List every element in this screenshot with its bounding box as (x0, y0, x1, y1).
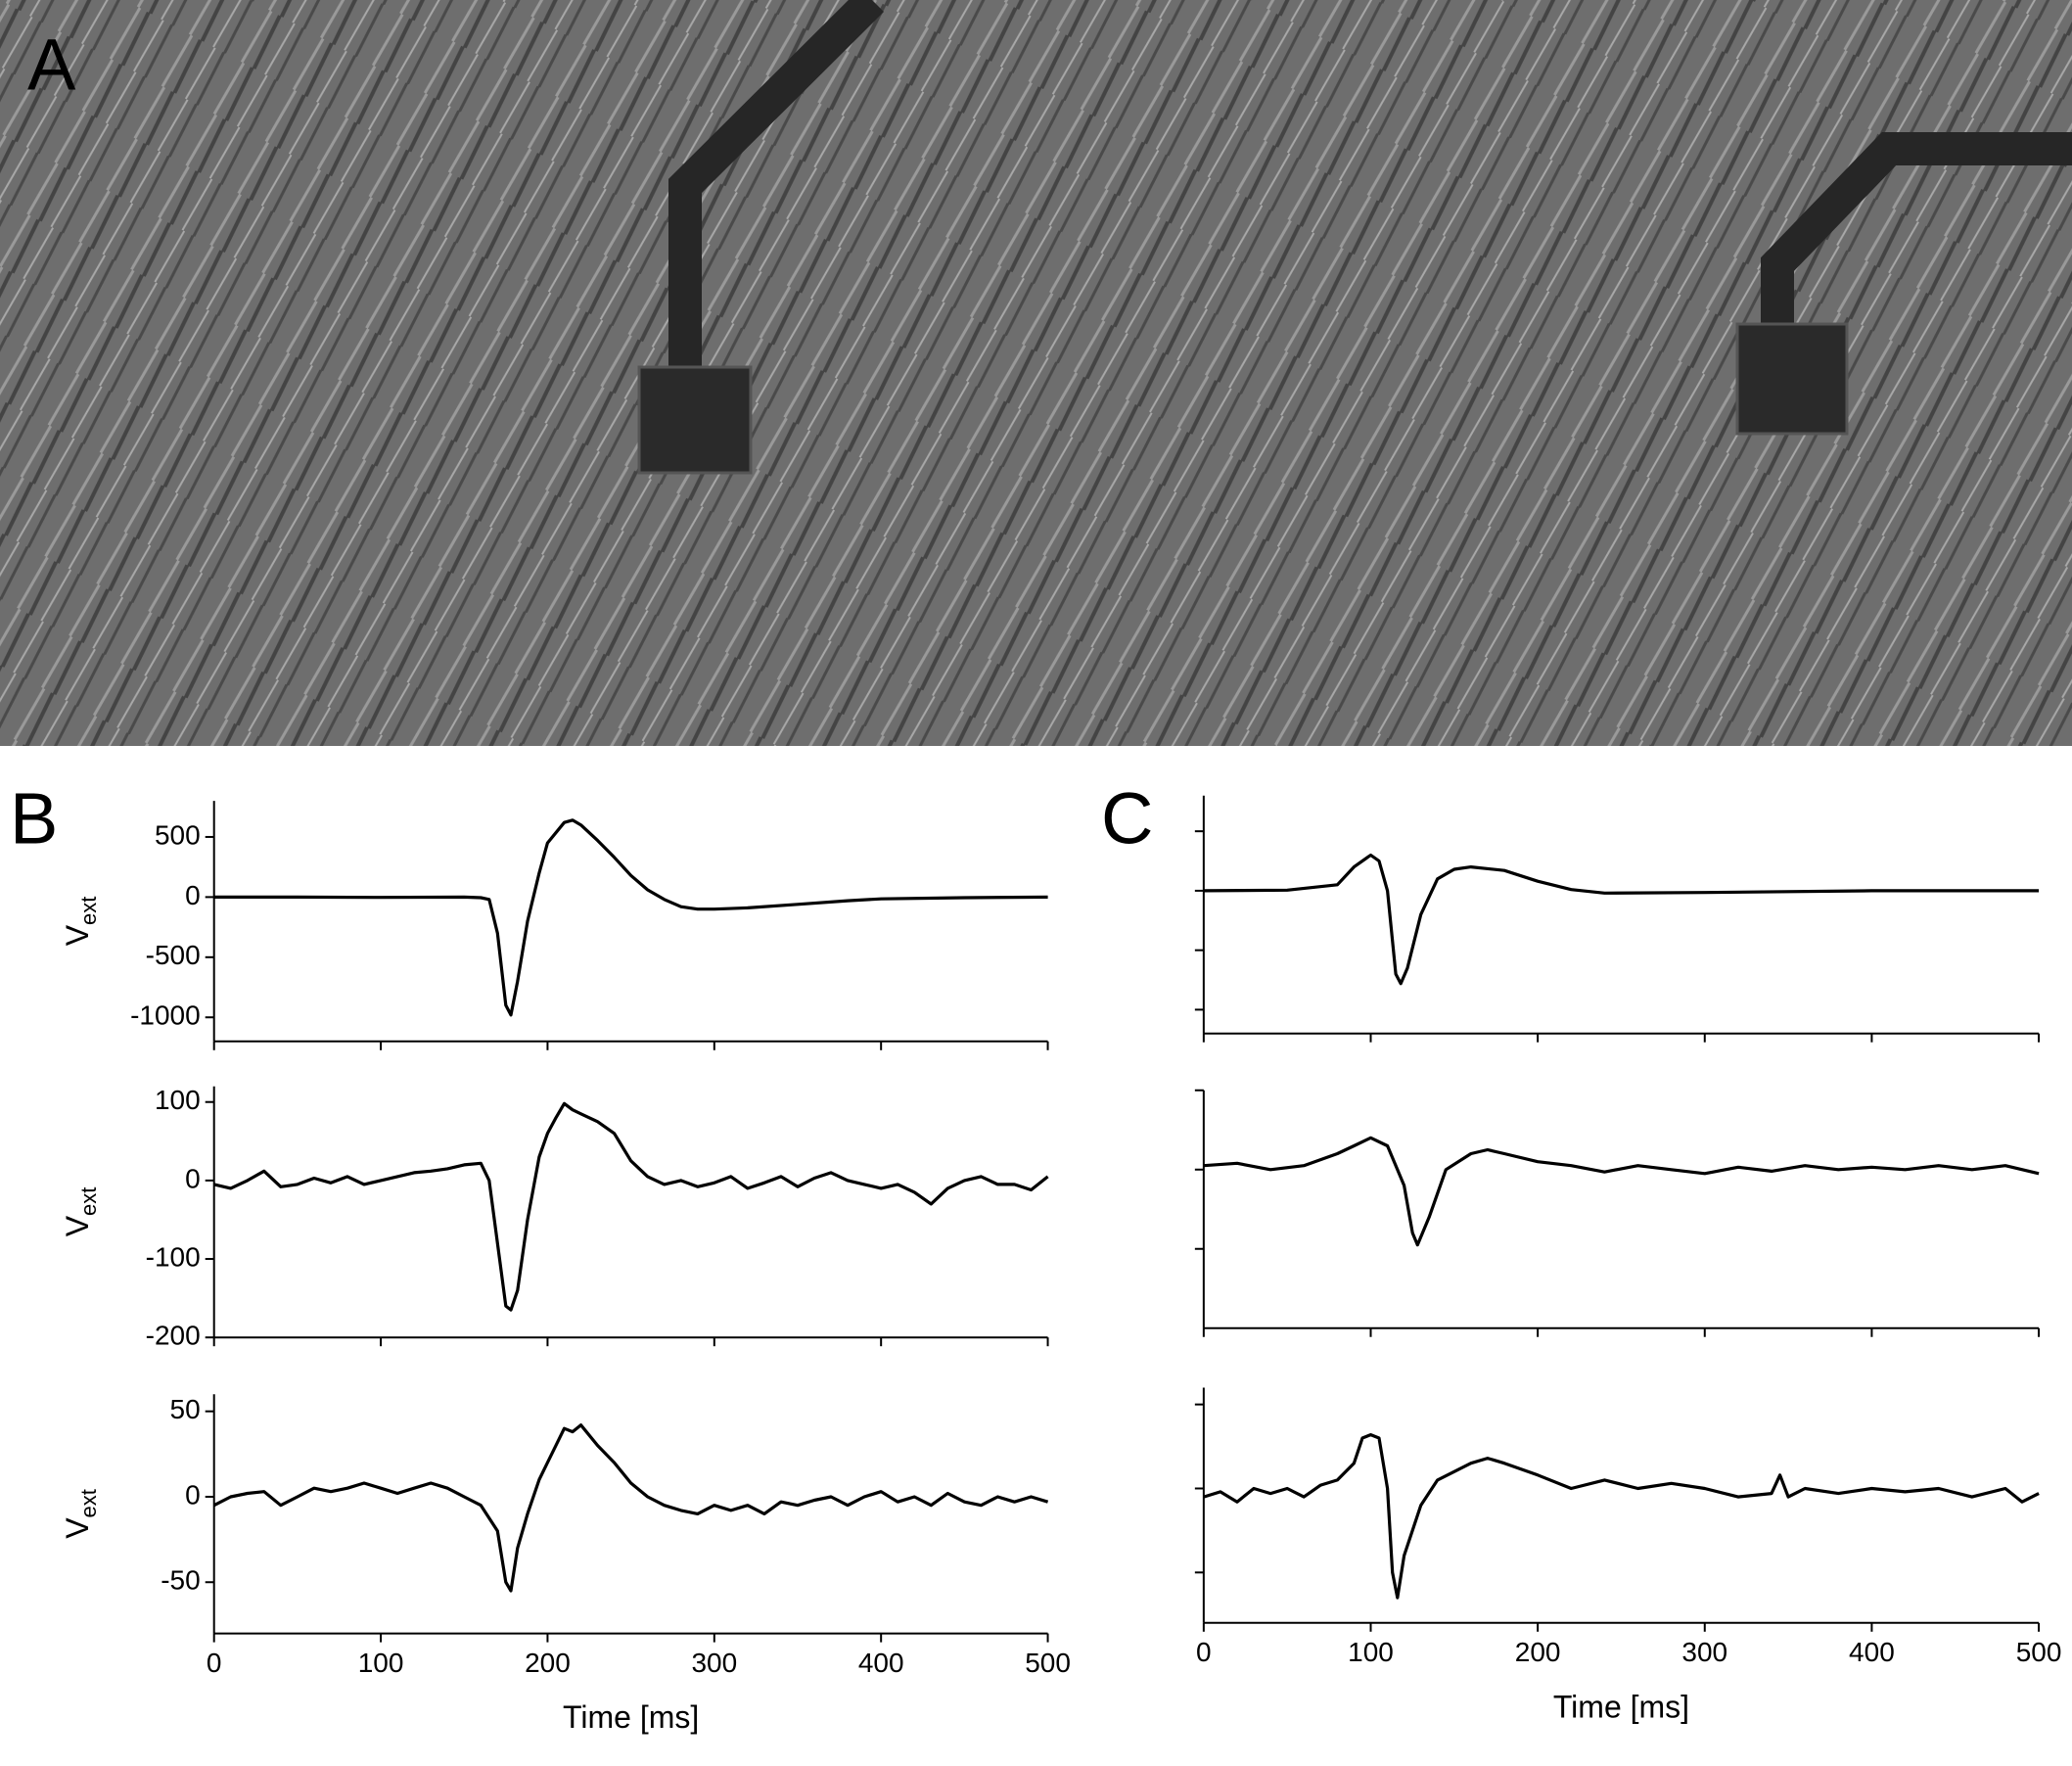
panel-label: A (27, 24, 76, 106)
panel-label: B (10, 778, 58, 860)
y-tick-label: 50 (170, 1394, 201, 1424)
y-tick-label: 0 (185, 880, 201, 910)
x-tick-label: 100 (358, 1648, 404, 1678)
x-tick-label: 500 (2016, 1637, 2062, 1667)
x-tick-label: 300 (1681, 1637, 1727, 1667)
y-axis-label-main: V (60, 924, 95, 946)
x-tick-label: 200 (525, 1648, 571, 1678)
x-tick-label: 400 (1849, 1637, 1895, 1667)
y-axis-label: Vext (60, 1187, 100, 1237)
y-tick-label: -100 (146, 1241, 201, 1272)
panel-label: C (1101, 778, 1153, 860)
y-axis-label-subscript: ext (76, 897, 101, 925)
x-tick-label: 0 (207, 1648, 222, 1678)
x-tick-label: 100 (1348, 1637, 1394, 1667)
x-axis-label: Time [ms] (563, 1699, 699, 1735)
x-tick-label: 200 (1515, 1637, 1561, 1667)
trace (1203, 853, 2040, 986)
y-tick-label: -1000 (130, 1000, 201, 1031)
trace (213, 818, 1048, 1017)
y-axis-label-main: V (60, 1215, 95, 1236)
x-tick-label: 500 (1025, 1648, 1071, 1678)
trace (213, 1101, 1049, 1312)
y-tick-label: -500 (146, 940, 201, 970)
y-axis-label-main: V (60, 1517, 95, 1539)
y-tick-label: 100 (155, 1085, 201, 1115)
y-tick-label: -200 (146, 1321, 201, 1351)
y-tick-label: -50 (161, 1565, 200, 1596)
x-tick-label: 0 (1196, 1637, 1212, 1667)
y-tick-label: 0 (185, 1479, 201, 1510)
microscopy-image (0, 0, 2072, 746)
y-axis-label: Vext (60, 897, 100, 947)
y-axis-label-subscript: ext (76, 1187, 101, 1216)
x-tick-label: 400 (858, 1648, 904, 1678)
trace (1203, 1136, 2040, 1247)
y-tick-label: 0 (185, 1163, 201, 1193)
x-tick-label: 300 (691, 1648, 737, 1678)
y-axis-label-subscript: ext (76, 1489, 101, 1517)
y-axis-label: Vext (60, 1489, 100, 1539)
y-tick-label: 500 (155, 819, 201, 850)
trace (1203, 1433, 2040, 1600)
x-axis-label: Time [ms] (1553, 1689, 1689, 1724)
trace (212, 1423, 1049, 1593)
